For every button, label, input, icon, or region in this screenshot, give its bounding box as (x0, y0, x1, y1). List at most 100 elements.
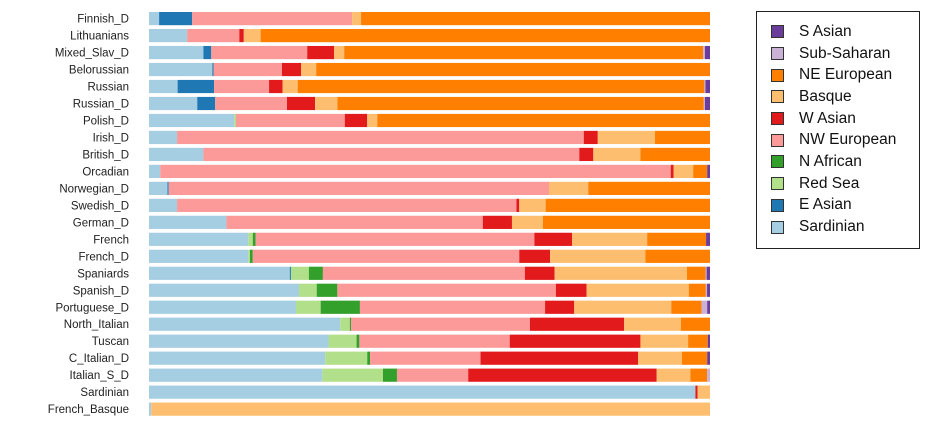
bar-segment-e-asian (197, 96, 216, 111)
category-label: Spaniards (77, 268, 129, 280)
bar-segment-s-asian (707, 351, 710, 365)
bar-segment-basque (315, 96, 338, 111)
bar-segment-basque (301, 62, 317, 77)
bar-segment-sub-saharan (707, 368, 710, 382)
bar-segment-red-sea (248, 249, 250, 263)
bar-segment-sardinian (149, 181, 168, 195)
bar-segment-e-asian (203, 45, 212, 60)
bar-segment-red-sea (340, 317, 350, 331)
legend-label: NW European (799, 131, 897, 149)
bar-segment-ne-european (377, 113, 710, 128)
bar-segment-nw-european (177, 198, 517, 212)
bar-segment-red-sea (248, 232, 253, 246)
bar-segment-w-asian (287, 96, 316, 111)
bar-segment-basque (624, 317, 681, 331)
category-label: Polish_D (83, 115, 129, 127)
bar-segment-ne-european (640, 147, 710, 162)
bar-segment-basque (282, 79, 298, 94)
bar-segment-sub-saharan (704, 79, 706, 94)
legend-swatch (771, 112, 784, 126)
bar-segment-sardinian (149, 232, 249, 246)
bar-segment-sardinian (149, 12, 160, 26)
bar-segment-nw-european (226, 215, 483, 229)
bar-segment-nw-european (350, 317, 530, 331)
bar-segment-nw-european (235, 113, 345, 128)
bar-segment-ne-european (542, 215, 710, 229)
category-label: German_D (73, 217, 129, 229)
category-label: Lithuanians (70, 31, 129, 43)
bar-segment-nw-european (215, 96, 288, 111)
bar-segment-basque (571, 232, 648, 246)
legend-swatch (771, 90, 784, 104)
bar-segment-w-asian (579, 147, 594, 162)
category-label: Spanish_D (73, 285, 129, 297)
bar-segment-s-asian (707, 334, 710, 348)
bar-segment-basque (586, 283, 689, 297)
bar-segment-s-asian (705, 79, 710, 94)
legend-label: Basque (799, 87, 852, 105)
legend-label: NE European (799, 66, 893, 84)
bar-segment-w-asian (534, 232, 572, 246)
bar-segment-w-asian (545, 300, 575, 314)
bar-segment-w-asian (307, 45, 335, 60)
bar-segment-w-asian (482, 215, 512, 229)
bar-segment-w-asian (281, 62, 302, 77)
bar-segment-basque (548, 181, 589, 195)
category-label: Orcadian (82, 166, 129, 178)
category-label: Norwegian_D (59, 183, 129, 195)
bar-segment-n-african (252, 232, 256, 246)
category-label: Russian_D (73, 99, 129, 111)
bar-segment-red-sea (295, 300, 321, 314)
bar-segment-ne-european (645, 249, 710, 263)
chart-legend: S Asian Sub-Saharan NE European Basque W Asi… (756, 11, 920, 249)
bar-segment-basque (656, 368, 691, 382)
category-label: French_D (79, 251, 130, 263)
bar-segment-nw-european (203, 147, 580, 162)
bar-segment-nw-european (255, 232, 535, 246)
bar-segment-w-asian (583, 130, 598, 145)
bar-segment-ne-european (681, 351, 708, 365)
bar-segment-nw-european (213, 62, 282, 77)
bar-segment-basque (554, 266, 687, 280)
category-label: Finnish_D (77, 14, 129, 26)
bar-segment-sardinian (149, 283, 299, 297)
bar-segment-n-african (349, 317, 351, 331)
bar-segment-sardinian (149, 249, 249, 263)
bar-segment-sardinian (149, 28, 188, 43)
bar-segment-nw-european (177, 130, 584, 145)
category-label: Portuguese_D (55, 302, 129, 314)
bar-segment-ne-european (693, 164, 708, 179)
bar-segment-s-asian (707, 300, 710, 314)
bar-segment-s-asian (707, 283, 710, 297)
category-label: Mixed_Slav_D (55, 48, 129, 60)
bar-segment-nw-european (337, 283, 556, 297)
legend-item: NE European (771, 64, 919, 86)
bar-segment-w-asian (516, 198, 520, 212)
bar-segment-e-asian (289, 266, 291, 280)
bar-segment-sub-saharan (701, 300, 708, 314)
bar-segment-e-asian (212, 62, 214, 77)
legend-swatch (771, 47, 784, 61)
bar-segment-basque (519, 198, 546, 212)
legend-label: Red Sea (799, 174, 860, 192)
bar-segment-sardinian (149, 334, 329, 348)
bar-segment-ne-european (344, 45, 704, 60)
bar-segment-s-asian (707, 164, 710, 179)
bar-segment-basque (638, 351, 682, 365)
category-label: Irish_D (93, 132, 129, 144)
legend-swatch (771, 155, 784, 169)
bar-segment-red-sea (325, 351, 368, 365)
bar-segment-ne-european (297, 79, 705, 94)
bar-segment-sardinian (149, 45, 204, 60)
bar-segment-nw-european (192, 12, 353, 26)
bar-segment-nw-european (187, 28, 240, 43)
bar-segment-n-african (382, 368, 397, 382)
bar-segment-sardinian (149, 113, 235, 128)
bar-segment-basque (367, 113, 378, 128)
bar-segment-red-sea (328, 334, 357, 348)
legend-item: E Asian (771, 195, 919, 217)
bar-segment-nw-european (396, 368, 469, 382)
bar-segment-ne-european (545, 198, 710, 212)
bar-segment-n-african (316, 283, 338, 297)
bar-segment-sardinian (149, 402, 152, 416)
